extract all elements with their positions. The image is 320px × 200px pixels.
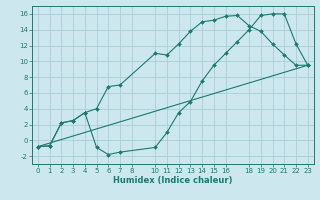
X-axis label: Humidex (Indice chaleur): Humidex (Indice chaleur) [113, 176, 233, 185]
